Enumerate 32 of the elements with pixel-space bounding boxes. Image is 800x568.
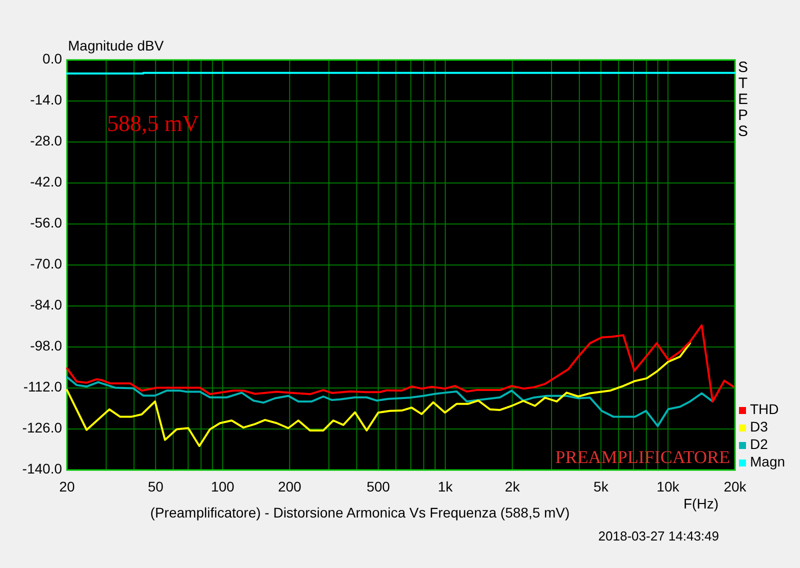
x-tick-label: 2k [504,478,521,495]
text: STEPS [738,58,748,140]
y-tick-label: -70.0 [30,256,62,272]
y-tick-label: -112.0 [23,378,62,395]
y-tick-label: -28.0 [30,132,62,149]
annotation: PREAMPLIFICATORE [555,447,730,467]
y-tick-label: -98.0 [30,338,62,354]
text: (Preamplificatore) - Distorsione Armonica Vs Frequenza (588,5 mV) [150,504,570,521]
y-tick-label: -56.0 [30,214,62,231]
y-tick-label: -140.0 [22,460,62,477]
annotation: 588,5 mV [107,111,200,136]
y-tick-label: -42.0 [30,174,62,190]
legend-label: Magn [750,454,786,470]
x-tick-label: 50 [148,478,164,495]
x-tick-label: 1k [438,478,454,495]
y-tick-label: -126.0 [22,420,62,436]
y-tick-label: -14.0 [30,92,62,108]
x-tick-label: 100 [210,478,235,495]
y-tick-label: 0.0 [42,50,62,67]
x-axis-title: F(Hz) [684,496,718,512]
legend-label: D3 [750,418,768,435]
x-tick-label: 200 [278,478,302,495]
x-tick-label: 5k [594,478,610,495]
x-tick-label: 20 [59,478,75,495]
legend-label: D2 [750,436,768,452]
y-axis-title: Magnitude dBV [68,38,164,54]
legend-label: THD [750,401,779,418]
x-tick-label: 10k [656,478,680,495]
text: 2018-03-27 14:43:49 [598,528,719,544]
x-tick-label: 20k [724,478,748,495]
y-tick-label: -84.0 [30,296,62,313]
x-tick-label: 500 [366,478,390,495]
